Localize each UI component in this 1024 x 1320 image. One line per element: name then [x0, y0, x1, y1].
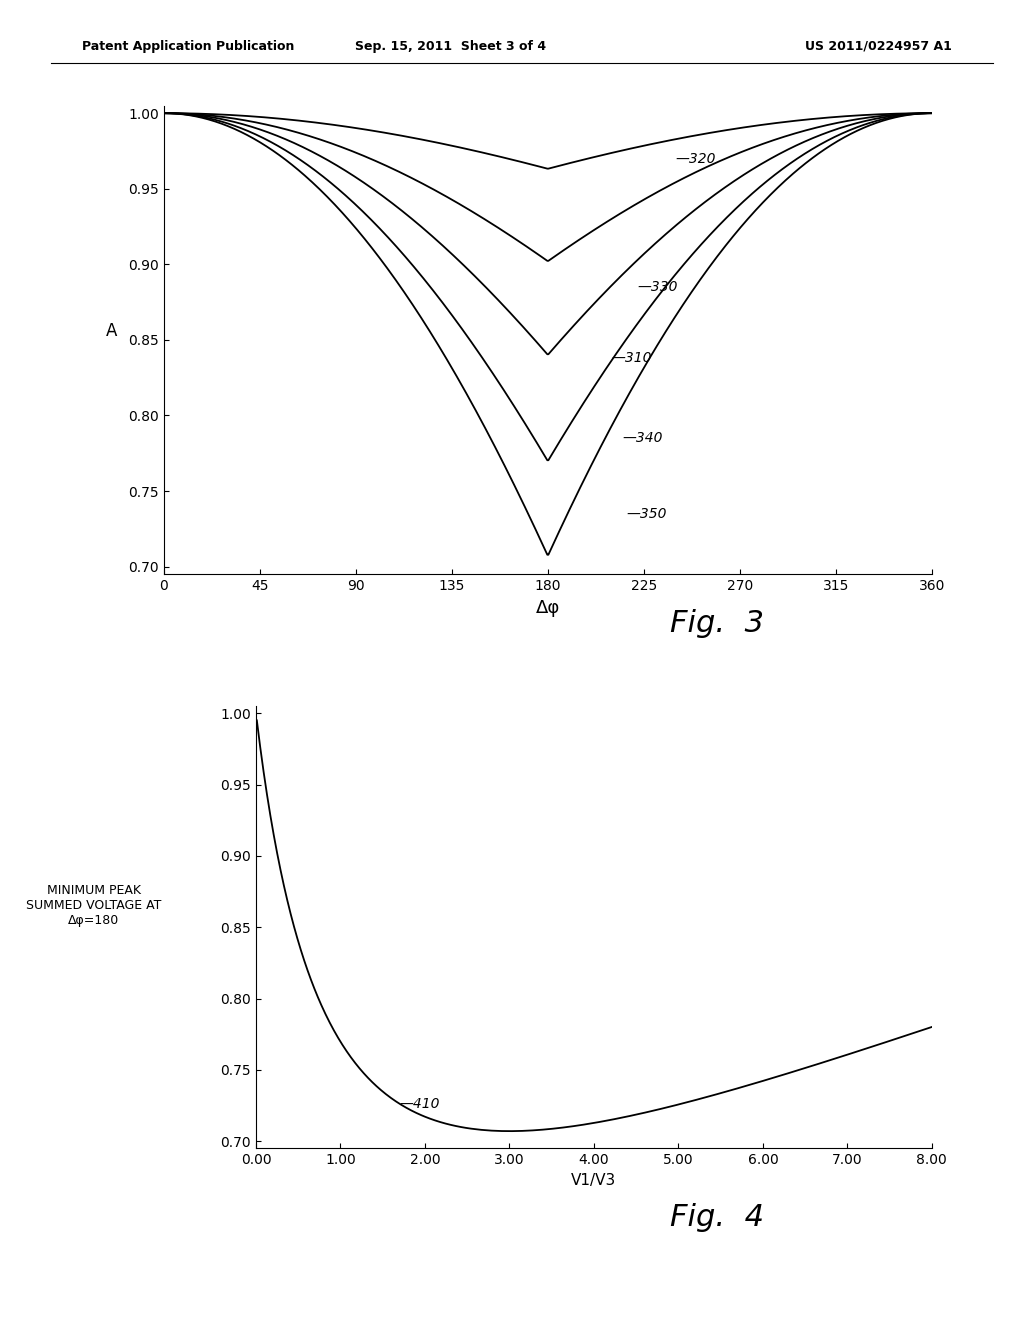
Text: —350: —350: [627, 507, 668, 520]
Y-axis label: A: A: [105, 322, 118, 341]
X-axis label: Δφ: Δφ: [536, 598, 560, 616]
Text: US 2011/0224957 A1: US 2011/0224957 A1: [806, 40, 952, 53]
Text: Sep. 15, 2011  Sheet 3 of 4: Sep. 15, 2011 Sheet 3 of 4: [355, 40, 546, 53]
Text: Patent Application Publication: Patent Application Publication: [82, 40, 294, 53]
Text: —320: —320: [676, 152, 717, 165]
Text: Fig.  3: Fig. 3: [670, 609, 764, 638]
X-axis label: V1/V3: V1/V3: [571, 1172, 616, 1188]
Text: —340: —340: [623, 432, 663, 445]
Text: —310: —310: [612, 351, 652, 366]
Text: —330: —330: [637, 280, 678, 294]
Text: —410: —410: [399, 1097, 440, 1111]
Text: MINIMUM PEAK
SUMMED VOLTAGE AT
Δφ=180: MINIMUM PEAK SUMMED VOLTAGE AT Δφ=180: [26, 883, 162, 927]
Text: Fig.  4: Fig. 4: [670, 1203, 764, 1232]
